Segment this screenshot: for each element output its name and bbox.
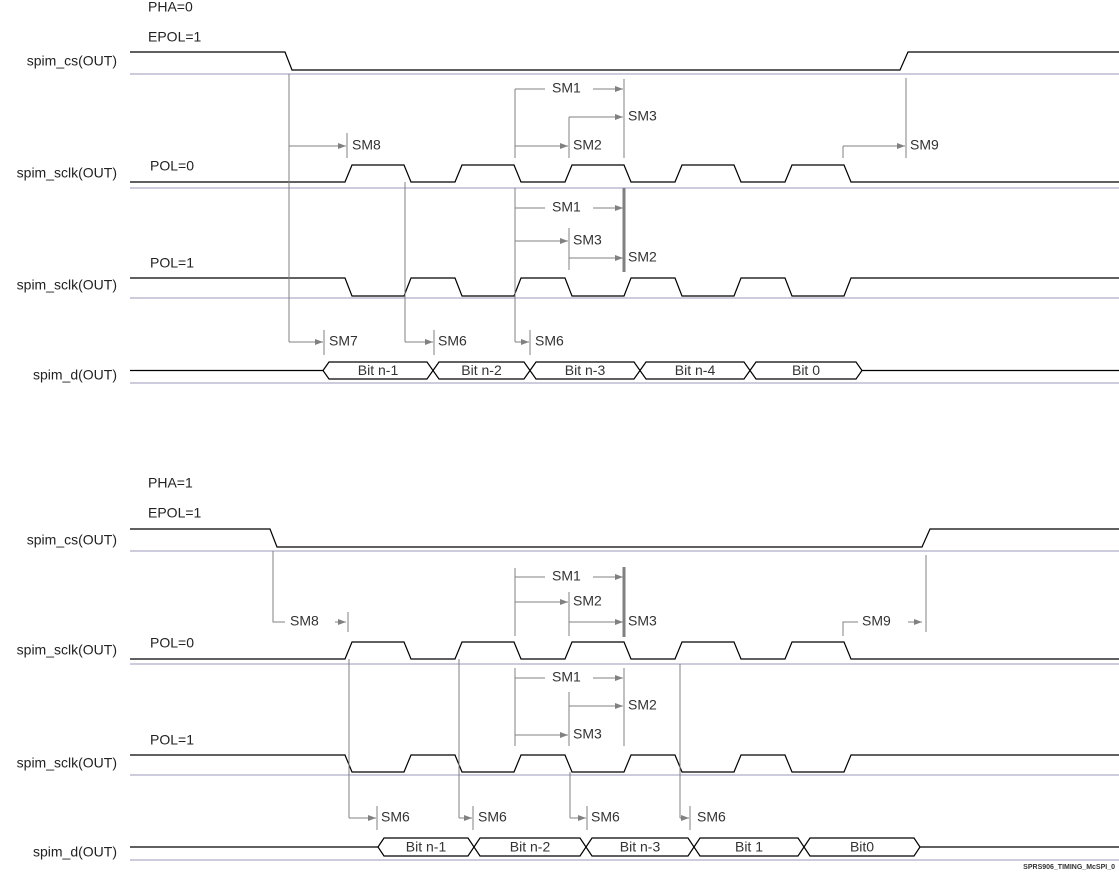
timing-line (272, 551, 285, 623)
timing-label-sm8: SM8 (352, 137, 381, 153)
data-bit-label: Bit0 (850, 839, 874, 855)
data-bit-label: Bit n-2 (461, 362, 502, 378)
timing-label-sm1: SM1 (552, 568, 581, 584)
figure-id: SPRS906_TIMING_McSPI_0 (1023, 864, 1115, 871)
timing-label-sm8: SM8 (290, 613, 319, 629)
pol0-label: POL=0 (150, 158, 194, 174)
sclk-pol1-waveform (130, 754, 1119, 773)
timing-label-sm2: SM2 (573, 137, 602, 153)
timing-label-sm9: SM9 (910, 137, 939, 153)
signal-label: spim_sclk(OUT) (17, 642, 117, 658)
timing-label-sm9: SM9 (862, 613, 891, 629)
sclk-pol1-waveform (130, 277, 1119, 297)
signal-label: spim_d(OUT) (33, 367, 117, 383)
pha-label: PHA=0 (148, 0, 193, 15)
data-bit-label: Bit n-2 (510, 839, 551, 855)
timing-label-sm3: SM3 (628, 108, 657, 124)
data-bit-label: Bit n-4 (675, 362, 716, 378)
timing-label-sm6: SM6 (478, 809, 507, 825)
timing-label-sm1: SM1 (552, 199, 581, 215)
pol1-label: POL=1 (150, 732, 194, 748)
timing-label-sm6: SM6 (591, 809, 620, 825)
timing-label-sm3: SM3 (573, 232, 602, 248)
timing-label-sm3: SM3 (573, 726, 602, 742)
signal-label: spim_sclk(OUT) (17, 277, 117, 293)
timing-label-sm2: SM2 (573, 593, 602, 609)
sclk-pol0-waveform (130, 164, 1119, 183)
timing-label-sm6: SM6 (535, 333, 564, 349)
data-bit-label: Bit n-1 (358, 362, 399, 378)
timing-line (842, 621, 858, 636)
data-bit-label: Bit n-3 (565, 362, 606, 378)
data-bit-label: Bit n-1 (406, 839, 447, 855)
signal-label: spim_sclk(OUT) (17, 165, 117, 181)
signal-label: spim_sclk(OUT) (17, 755, 117, 771)
timing-label-sm1: SM1 (552, 669, 581, 685)
cs-waveform (130, 528, 1119, 548)
timing-label-sm2: SM2 (628, 697, 657, 713)
data-bit-label: Bit 1 (735, 839, 763, 855)
timing-label-sm2: SM2 (628, 249, 657, 265)
timing-label-sm6: SM6 (438, 333, 467, 349)
signal-label: spim_cs(OUT) (27, 53, 117, 69)
pol1-label: POL=1 (150, 255, 194, 271)
epol-label: EPOL=1 (148, 505, 202, 521)
sclk-pol0-waveform (130, 641, 1119, 660)
data-bit-label: Bit 0 (792, 362, 820, 378)
data-bit-label: Bit n-3 (620, 839, 661, 855)
timing-label-sm3: SM3 (628, 613, 657, 629)
pol0-label: POL=0 (150, 635, 194, 651)
timing-label-sm6: SM6 (381, 809, 410, 825)
timing-label-sm1: SM1 (552, 80, 581, 96)
pha-label: PHA=1 (148, 475, 193, 491)
signal-label: spim_d(OUT) (33, 844, 117, 860)
epol-label: EPOL=1 (148, 29, 202, 45)
timing-label-sm7: SM7 (329, 333, 358, 349)
timing-label-sm6: SM6 (697, 809, 726, 825)
signal-label: spim_cs(OUT) (27, 532, 117, 548)
cs-waveform (130, 51, 1119, 71)
